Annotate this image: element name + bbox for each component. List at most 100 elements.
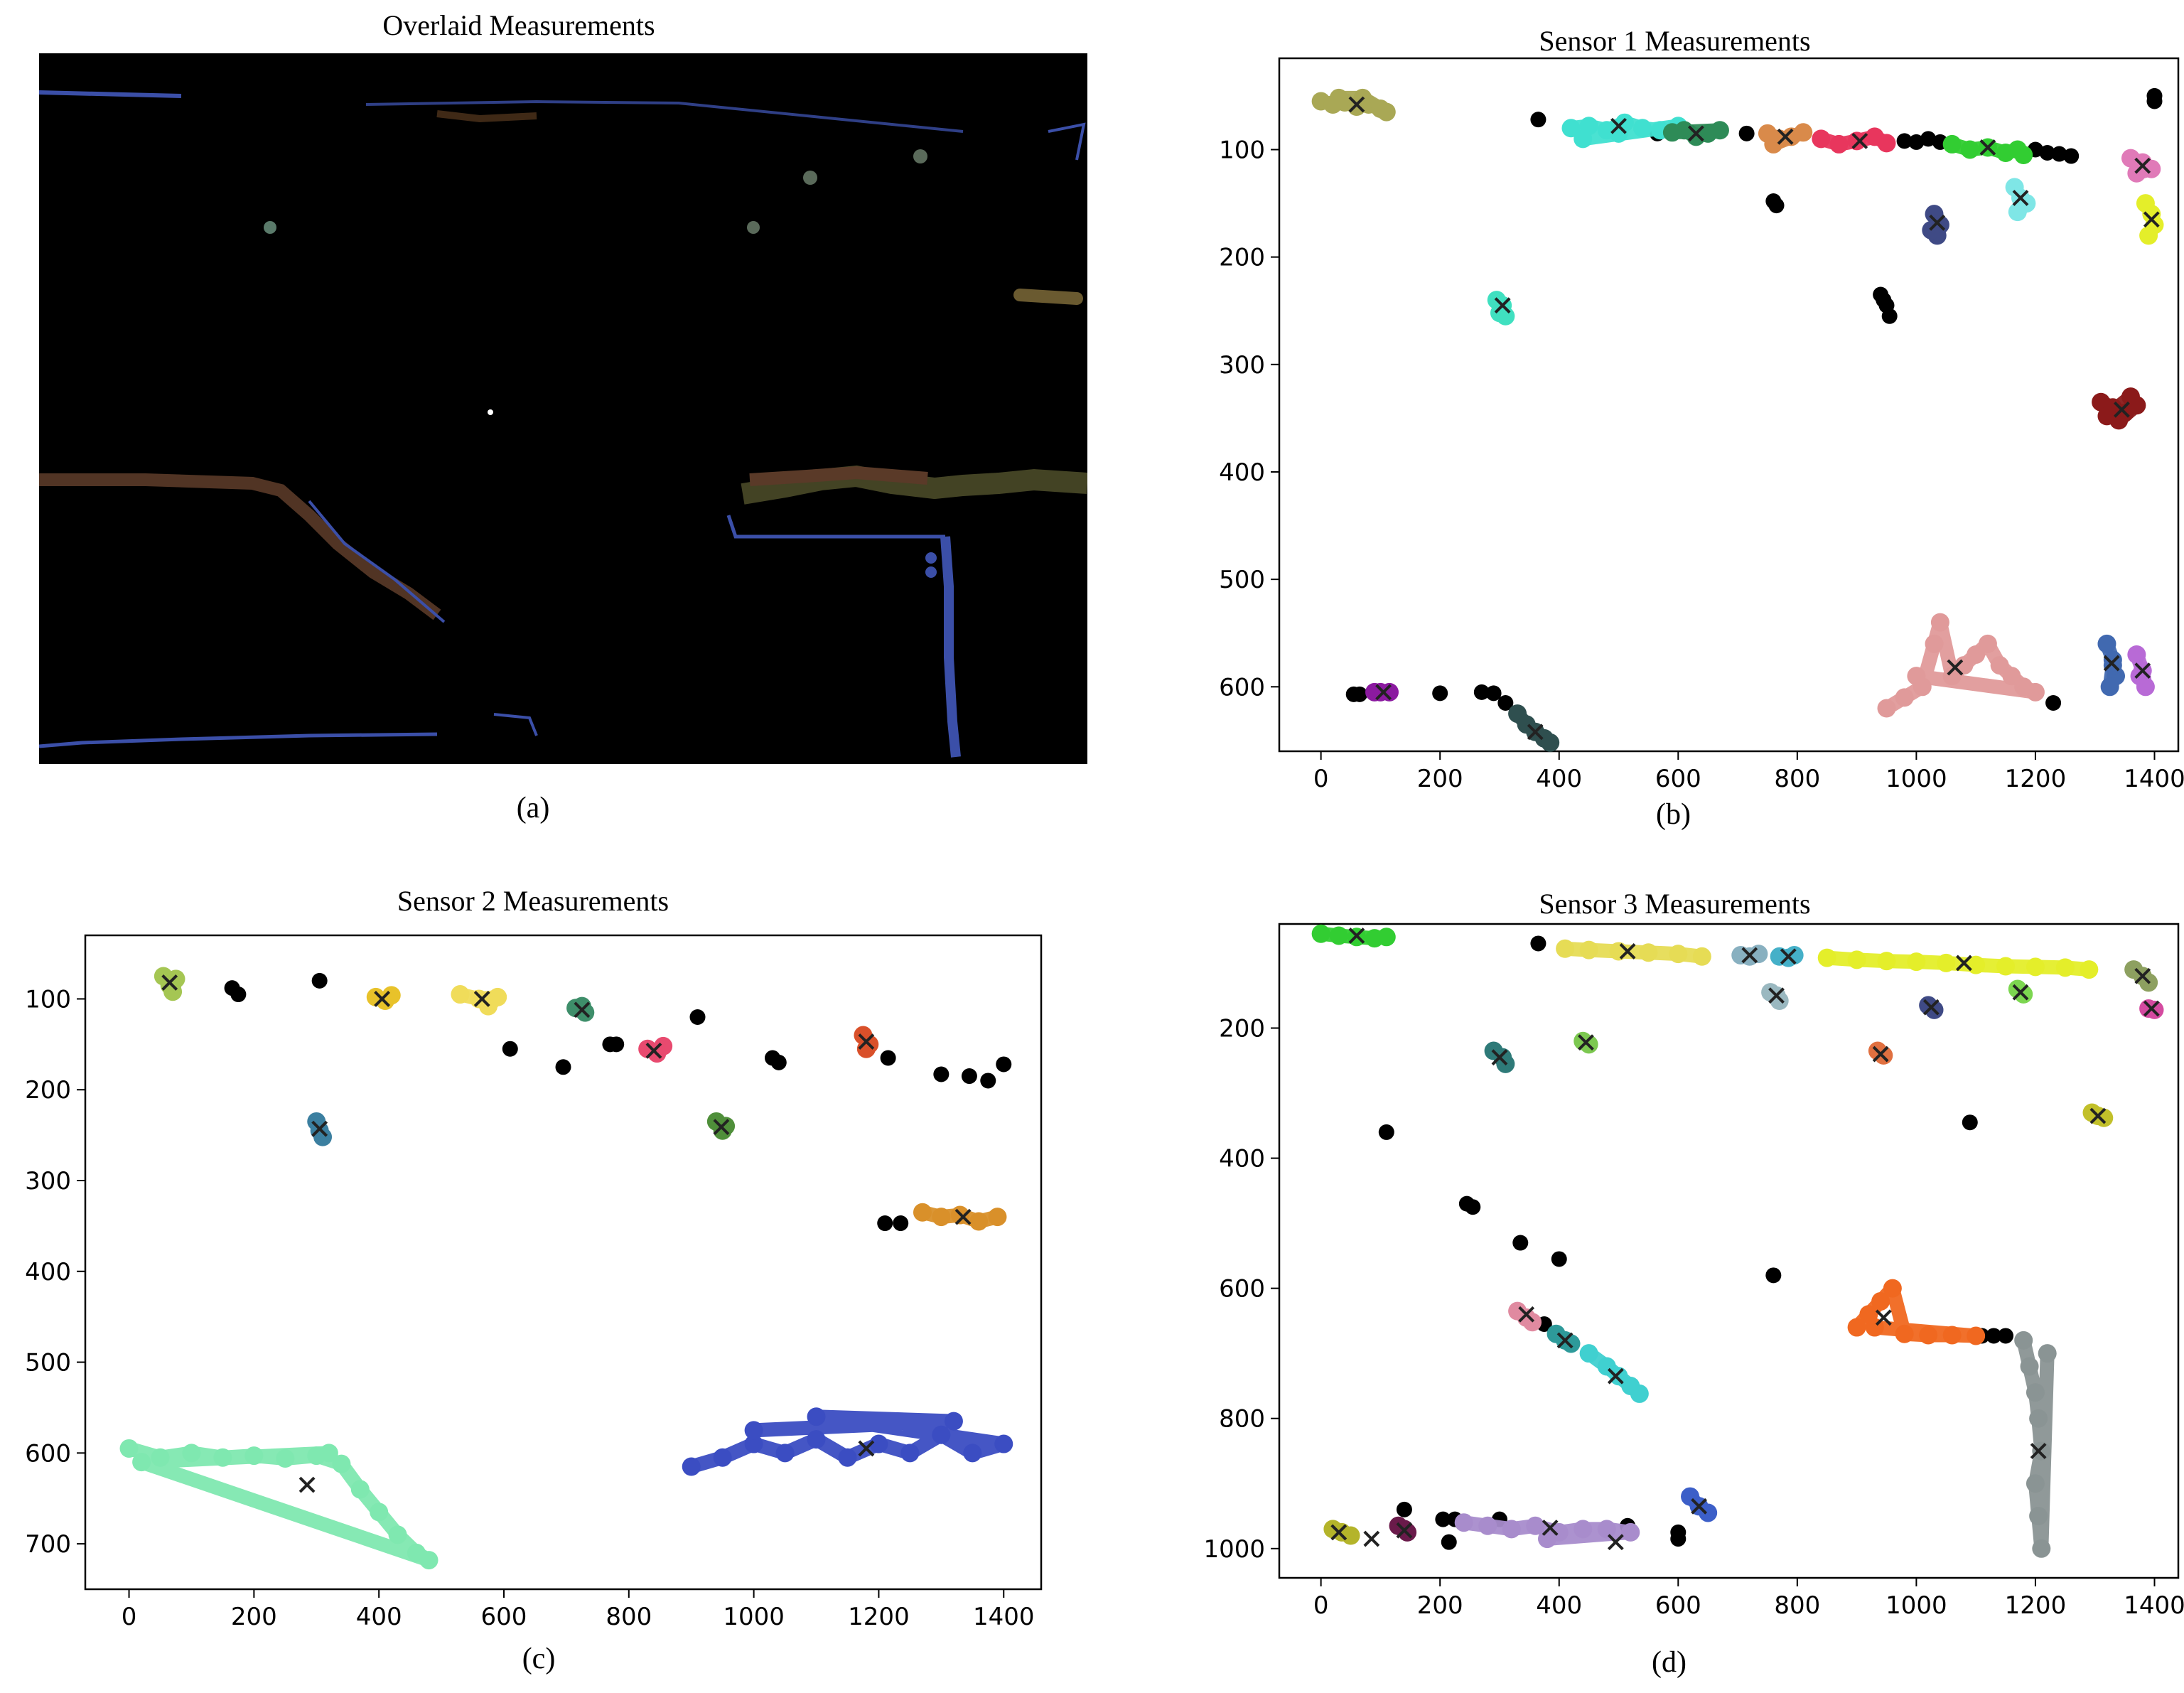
cluster-point — [1907, 952, 1926, 972]
cluster-point — [419, 1551, 439, 1570]
cluster-point — [2026, 1383, 2045, 1402]
x-tick-label: 800 — [1774, 1591, 1820, 1620]
cluster-point — [1817, 948, 1836, 967]
cluster-point — [1960, 140, 1979, 159]
cluster-point — [182, 1444, 201, 1463]
unassigned-point — [2063, 148, 2080, 164]
centroid-marker — [2134, 662, 2151, 679]
cluster-point — [1379, 682, 1399, 702]
centroid-marker — [1741, 947, 1758, 964]
x-tick-label: 600 — [481, 1603, 527, 1631]
y-tick-label: 800 — [1219, 1405, 1265, 1434]
cluster-point — [2026, 957, 2045, 977]
unassigned-point — [1441, 1534, 1457, 1550]
cluster-point — [1937, 953, 1956, 972]
centroid-marker — [1777, 128, 1794, 145]
cluster-point — [2080, 960, 2099, 979]
cluster — [1770, 945, 1804, 967]
cluster — [1389, 1516, 1417, 1542]
unassigned-point — [1485, 685, 1502, 702]
x-tick-label: 1000 — [1886, 1591, 1947, 1620]
x-tick-label: 600 — [1655, 1591, 1701, 1620]
centroid-marker — [1688, 125, 1704, 142]
cluster — [1561, 113, 1688, 149]
cluster — [1508, 704, 1560, 752]
x-tick-label: 1000 — [1886, 765, 1947, 793]
cluster-point — [2097, 634, 2116, 653]
cluster — [566, 996, 595, 1022]
cluster — [154, 967, 185, 1001]
cluster-point — [2029, 1507, 2048, 1526]
cluster-point — [2008, 203, 2027, 222]
cluster — [706, 1112, 736, 1140]
unassigned-point — [1998, 1328, 2014, 1344]
unassigned-point — [1396, 1501, 1412, 1517]
cluster — [1365, 682, 1399, 702]
cluster — [2097, 634, 2126, 697]
cluster — [2092, 387, 2146, 430]
cluster-point — [1930, 613, 1949, 632]
cluster-point — [1311, 924, 1330, 943]
cluster — [1731, 945, 1768, 966]
unassigned-point — [1435, 1511, 1451, 1527]
x-tick-label: 200 — [1417, 1591, 1463, 1620]
cluster-point — [1597, 1520, 1616, 1539]
overlay-top-edge — [39, 90, 182, 98]
y-tick-label: 200 — [1219, 244, 1265, 272]
cluster-point — [963, 1444, 982, 1463]
cluster-point — [1967, 1326, 1986, 1345]
cluster-point — [1662, 123, 1682, 142]
cluster-point — [1877, 699, 1896, 718]
cluster-point — [1329, 88, 1348, 107]
unassigned-point — [1530, 935, 1546, 952]
centroid-marker — [374, 991, 390, 1007]
cluster-point — [1329, 926, 1348, 945]
chart-sensor-1: 0 200 400 600 800 1000 1200 1400 100 200 300 400 500… — [1219, 57, 2184, 793]
chart-sensor-2: 0 200 400 600 800 1000 1200 1400 100 200 300 400 500… — [25, 934, 1043, 1631]
unassigned-point — [689, 1009, 706, 1025]
centroid-marker — [1491, 1049, 1508, 1066]
cluster-point — [1541, 733, 1560, 752]
cluster-point — [132, 1453, 151, 1472]
centroid-marker — [1851, 132, 1868, 149]
cluster-point — [213, 1448, 232, 1467]
panel-a: Overlaid Measurements (a) — [0, 0, 1109, 846]
cluster-point — [370, 1503, 389, 1522]
unassigned-point — [1551, 1251, 1567, 1267]
cluster-point — [1609, 942, 1628, 961]
unassigned-point — [2146, 93, 2163, 109]
cluster-point — [319, 1444, 338, 1463]
cluster — [2082, 1103, 2114, 1127]
overlay-right-structure — [741, 465, 1087, 505]
centroid-marker — [645, 1042, 662, 1059]
x-tick-label: 800 — [1774, 765, 1820, 793]
y-tick-label: 500 — [1219, 566, 1265, 594]
cluster-point — [350, 1480, 370, 1499]
unassigned-point — [980, 1073, 996, 1089]
cluster — [451, 985, 507, 1016]
cluster-point — [744, 1434, 763, 1453]
cluster — [2127, 645, 2155, 697]
cluster-point — [1907, 667, 1926, 686]
cluster-point — [244, 1446, 264, 1466]
cluster — [1868, 1041, 1893, 1065]
cluster-point — [1633, 119, 1652, 138]
cluster — [1574, 1031, 1598, 1054]
cluster — [1484, 1041, 1515, 1073]
cluster — [1508, 1301, 1542, 1332]
cluster-point — [1561, 119, 1581, 138]
cluster — [854, 1026, 879, 1058]
cluster-point — [988, 1208, 1007, 1227]
unassigned-point — [2039, 145, 2055, 161]
unassigned-point — [1962, 1114, 1978, 1131]
centroid-marker — [2030, 1443, 2047, 1459]
centroid-marker — [311, 1120, 328, 1137]
panel-b-title: Sensor 1 Measurements — [1539, 25, 1811, 57]
cluster-point — [807, 1407, 826, 1426]
cluster — [1454, 1513, 1640, 1549]
panel-c-label: (c) — [522, 1643, 556, 1675]
cluster — [1487, 291, 1515, 326]
cluster-point — [2127, 645, 2146, 664]
chart-sensor-3: 0 200 400 600 800 1000 1200 1400 200 400 600 800 100… — [1203, 923, 2184, 1620]
cluster-point — [1829, 134, 1849, 154]
